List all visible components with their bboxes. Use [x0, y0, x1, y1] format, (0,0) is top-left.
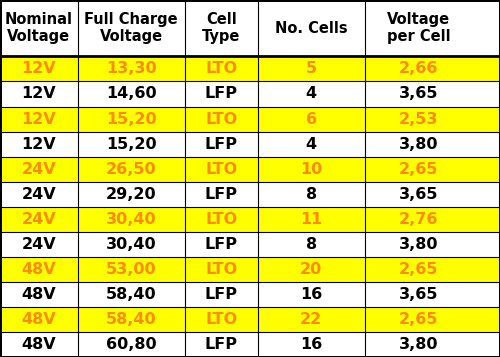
Text: 5: 5	[306, 61, 317, 76]
Text: 3,65: 3,65	[399, 86, 438, 101]
Text: LFP: LFP	[205, 337, 238, 352]
Text: 12V: 12V	[22, 111, 56, 126]
Bar	[0, 332, 500, 357]
Text: 2,65: 2,65	[399, 162, 438, 177]
Text: 3,80: 3,80	[399, 337, 438, 352]
Text: 13,30: 13,30	[106, 61, 156, 76]
Text: 2,65: 2,65	[399, 312, 438, 327]
Text: 12V: 12V	[22, 61, 56, 76]
Text: 48V: 48V	[22, 312, 56, 327]
Text: Full Charge
Voltage: Full Charge Voltage	[84, 12, 178, 44]
Text: 2,76: 2,76	[399, 212, 438, 227]
Text: 2,53: 2,53	[399, 111, 438, 126]
Text: 53,00: 53,00	[106, 262, 156, 277]
Text: LTO: LTO	[205, 312, 238, 327]
Text: 48V: 48V	[22, 337, 56, 352]
Text: LFP: LFP	[205, 86, 238, 101]
Text: 8: 8	[306, 187, 317, 202]
Text: 3,65: 3,65	[399, 187, 438, 202]
Bar	[0, 207, 500, 232]
Bar	[0, 56, 500, 81]
Text: 16: 16	[300, 287, 322, 302]
Text: 30,40: 30,40	[106, 212, 156, 227]
Bar	[0, 257, 500, 282]
Text: Nominal
Voltage: Nominal Voltage	[5, 12, 73, 44]
Text: 15,20: 15,20	[106, 137, 156, 152]
Text: 14,60: 14,60	[106, 86, 156, 101]
Text: 4: 4	[306, 137, 317, 152]
Text: 29,20: 29,20	[106, 187, 156, 202]
Bar	[0, 182, 500, 207]
Text: 48V: 48V	[22, 262, 56, 277]
Bar	[0, 106, 500, 132]
Bar	[0, 282, 500, 307]
Text: LTO: LTO	[205, 111, 238, 126]
Text: 3,80: 3,80	[399, 237, 438, 252]
Text: 24V: 24V	[22, 212, 56, 227]
Text: 20: 20	[300, 262, 322, 277]
Text: 15,20: 15,20	[106, 111, 156, 126]
Text: 4: 4	[306, 86, 317, 101]
Bar	[0, 81, 500, 106]
Bar	[0, 232, 500, 257]
Bar	[0, 307, 500, 332]
Bar	[0, 132, 500, 157]
Text: LTO: LTO	[205, 162, 238, 177]
Text: 24V: 24V	[22, 187, 56, 202]
Bar	[0, 0, 500, 56]
Text: 3,80: 3,80	[399, 137, 438, 152]
Text: 3,65: 3,65	[399, 287, 438, 302]
Text: 6: 6	[306, 111, 317, 126]
Text: 12V: 12V	[22, 86, 56, 101]
Text: 26,50: 26,50	[106, 162, 156, 177]
Text: Voltage
per Cell: Voltage per Cell	[387, 12, 450, 44]
Text: 22: 22	[300, 312, 322, 327]
Text: 48V: 48V	[22, 287, 56, 302]
Text: 2,65: 2,65	[399, 262, 438, 277]
Text: 24V: 24V	[22, 237, 56, 252]
Text: LTO: LTO	[205, 212, 238, 227]
Text: No. Cells: No. Cells	[275, 21, 347, 36]
Text: 30,40: 30,40	[106, 237, 156, 252]
Text: 10: 10	[300, 162, 322, 177]
Text: 16: 16	[300, 337, 322, 352]
Text: 60,80: 60,80	[106, 337, 156, 352]
Text: LFP: LFP	[205, 237, 238, 252]
Text: Cell
Type: Cell Type	[202, 12, 240, 44]
Text: 24V: 24V	[22, 162, 56, 177]
Text: LFP: LFP	[205, 137, 238, 152]
Text: 12V: 12V	[22, 137, 56, 152]
Text: LTO: LTO	[205, 262, 238, 277]
Text: 11: 11	[300, 212, 322, 227]
Bar	[0, 157, 500, 182]
Text: 2,66: 2,66	[399, 61, 438, 76]
Text: 8: 8	[306, 237, 317, 252]
Text: LTO: LTO	[205, 61, 238, 76]
Text: LFP: LFP	[205, 287, 238, 302]
Text: LFP: LFP	[205, 187, 238, 202]
Text: 58,40: 58,40	[106, 312, 156, 327]
Text: 58,40: 58,40	[106, 287, 156, 302]
